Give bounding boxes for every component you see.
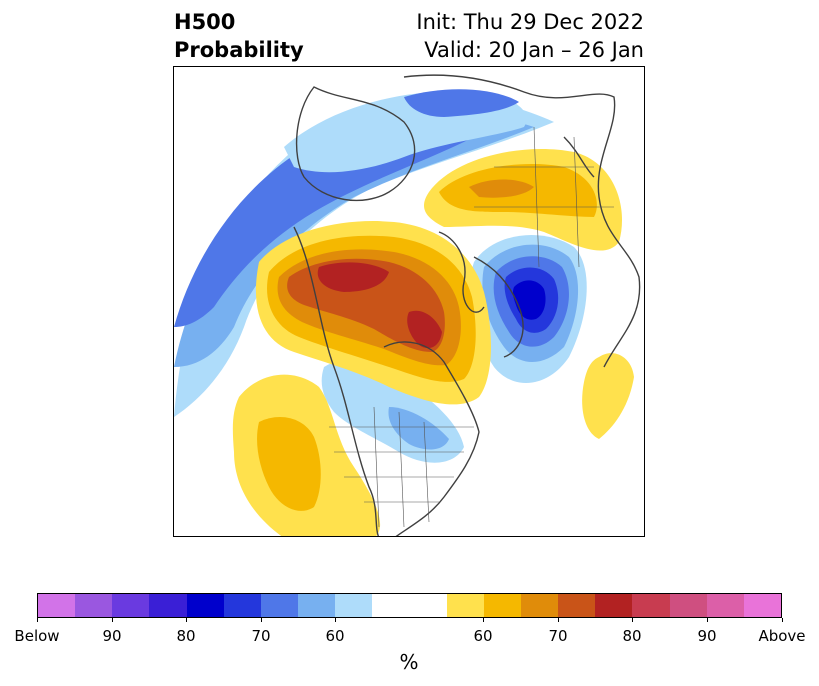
borders: [329, 126, 614, 528]
colorbar-segment: [38, 594, 76, 617]
colorbar-segment: [372, 594, 447, 617]
colorbar-tick-mark: [37, 618, 38, 622]
colorbar-tick-mark: [112, 618, 113, 622]
colorbar-segment: [632, 594, 670, 617]
colorbar-segment: [149, 594, 187, 617]
init-date: Init: Thu 29 Dec 2022: [416, 10, 644, 34]
above-normal-canada: [255, 221, 491, 405]
colorbar-tick-label: 70: [251, 627, 271, 645]
map-svg: [174, 74, 641, 536]
title-line-2: Probability: [174, 38, 304, 62]
colorbar-tick-label: 60: [473, 627, 493, 645]
colorbar-segment: [483, 594, 522, 617]
colorbar-segment: [706, 594, 744, 617]
colorbar-segment: [298, 594, 336, 617]
colorbar-segment: [558, 594, 596, 617]
colorbar-segment: [75, 594, 113, 617]
colorbar-tick-mark: [261, 618, 262, 622]
colorbar-tick-label: 70: [548, 627, 568, 645]
colorbar-segment: [595, 594, 633, 617]
colorbar-segment: [521, 594, 559, 617]
colorbar-tick-label: 90: [697, 627, 717, 645]
below-normal-us: [321, 358, 464, 463]
colorbar-tick-mark: [335, 618, 336, 622]
below-normal-canada-top: [284, 89, 527, 173]
colorbar-segment: [335, 594, 373, 617]
above-normal-asia: [424, 148, 622, 251]
colorbar-segment: [186, 594, 224, 617]
colorbar-tick-label: 90: [102, 627, 122, 645]
colorbar-tick-mark: [186, 618, 187, 622]
title-line-1: H500: [174, 10, 236, 34]
colorbar-tick-label: 60: [325, 627, 345, 645]
colorbar-tick-mark: [632, 618, 633, 622]
colorbar-segment: [112, 594, 150, 617]
colorbar-tick-label: 80: [176, 627, 196, 645]
colorbar-tick-label: 80: [622, 627, 642, 645]
colorbar-segment: [260, 594, 299, 617]
probability-map: [173, 66, 645, 537]
below-normal-scandinavia: [470, 235, 587, 384]
colorbar: [37, 593, 782, 618]
colorbar-unit: %: [399, 650, 419, 674]
colorbar-segment: [446, 594, 484, 617]
colorbar-segment: [743, 594, 782, 617]
colorbar-tick-label: Below: [14, 627, 60, 645]
colorbar-tick-mark: [782, 618, 783, 622]
above-normal-europe: [582, 353, 634, 439]
colorbar-segment: [223, 594, 261, 617]
chart-title: H500 Probability: [174, 8, 304, 64]
coastlines: [293, 74, 641, 536]
date-info: Init: Thu 29 Dec 2022 Valid: 20 Jan – 26…: [416, 8, 644, 64]
colorbar-segment: [669, 594, 707, 617]
colorbar-tick-mark: [483, 618, 484, 622]
colorbar-tick-mark: [558, 618, 559, 622]
valid-date: Valid: 20 Jan – 26 Jan: [424, 38, 644, 62]
colorbar-tick-mark: [707, 618, 708, 622]
above-normal-west-us: [232, 374, 381, 536]
colorbar-tick-label: Above: [758, 627, 806, 645]
